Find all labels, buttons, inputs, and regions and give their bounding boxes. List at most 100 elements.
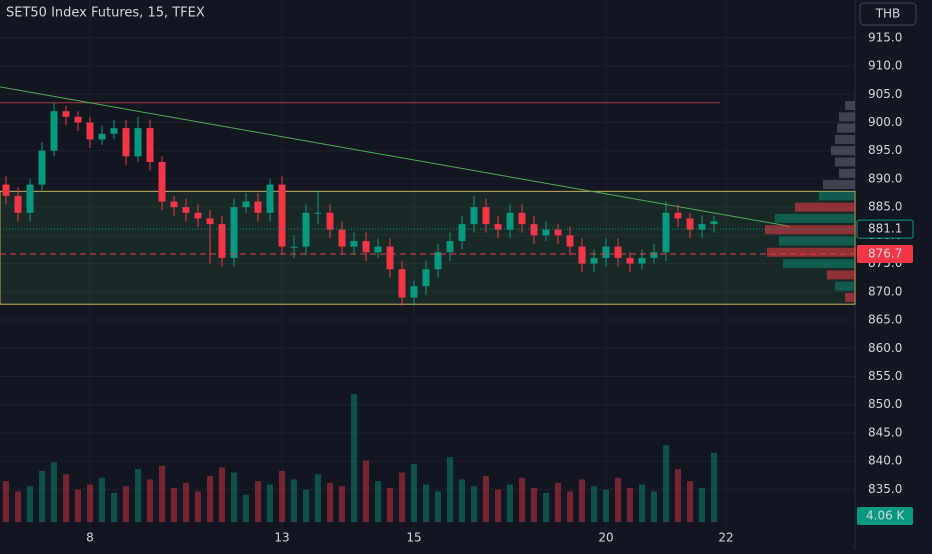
volume-bar [243, 494, 249, 522]
currency[interactable]: THB [875, 7, 901, 21]
volume-bar [111, 493, 117, 522]
candle-body [98, 133, 106, 140]
candle-body [542, 229, 550, 236]
volume-bar [615, 477, 621, 522]
volume-bar [591, 486, 597, 522]
volume-bar [567, 491, 573, 522]
volume-bar [87, 484, 93, 522]
candle-body [662, 212, 670, 253]
volume-bar [27, 486, 33, 522]
candle-body [38, 150, 46, 185]
y-tick-label: 860.0 [868, 341, 902, 355]
volume-bar [147, 479, 153, 522]
volume-bar [459, 479, 465, 522]
volume-bar [639, 484, 645, 522]
candle-body [362, 241, 370, 253]
volume-profile-bar [835, 281, 855, 291]
volume-bar [291, 479, 297, 522]
volume-bar [15, 491, 21, 522]
volume-profile-bar [819, 191, 855, 201]
candle-body [158, 161, 166, 202]
volume-profile-bar [779, 236, 855, 246]
x-tick-label: 13 [274, 531, 289, 545]
volume-bar [75, 489, 81, 522]
volume-profile-bar [767, 247, 855, 257]
marked-price-label: 876.7 [868, 246, 902, 260]
volume-bar [219, 467, 225, 522]
candle-body [290, 246, 298, 248]
y-tick-label: 835.0 [868, 482, 902, 496]
volume-bar [519, 477, 525, 522]
volume-profile-bar [823, 180, 855, 190]
candle-body [278, 184, 286, 247]
volume-bar [267, 484, 273, 522]
volume-bar [663, 445, 669, 522]
candle-body [266, 184, 274, 213]
volume-profile-bar [839, 112, 855, 122]
volume-bar [183, 482, 189, 522]
volume-profile-bar [837, 123, 855, 133]
volume-profile-bar [845, 292, 855, 302]
candle-body [506, 212, 514, 230]
volume-bar [51, 462, 57, 522]
currency-button[interactable] [859, 2, 917, 26]
volume-bar [447, 457, 453, 522]
chart-title: SET50 Index Futures, 15, TFEX [6, 6, 205, 21]
volume-profile-bar [827, 270, 855, 280]
volume-bar [411, 464, 417, 522]
y-tick-label: 910.0 [868, 59, 902, 73]
volume-profile-bar [835, 134, 855, 144]
volume-bar [423, 484, 429, 522]
candle-body [134, 128, 142, 157]
y-tick-label: 865.0 [868, 313, 902, 327]
candle-body [614, 246, 622, 258]
x-tick-label: 22 [718, 531, 733, 545]
volume-profile-bar [775, 213, 855, 223]
candle-body [374, 246, 382, 253]
y-tick-label: 850.0 [868, 397, 902, 411]
marked-price-badge [857, 244, 913, 263]
candle-body [26, 184, 34, 213]
candle-body [350, 241, 358, 247]
volume-bar [651, 491, 657, 522]
candle-body [710, 221, 718, 225]
volume-bar [159, 465, 165, 522]
volume-bar [687, 481, 693, 522]
candle-body [122, 128, 130, 157]
volume-bar [555, 482, 561, 522]
last-price-label: 881.1 [868, 222, 902, 236]
volume-bar [171, 487, 177, 522]
candle-body [482, 207, 490, 225]
range-box [0, 190, 856, 305]
candle-body [2, 184, 10, 196]
volume-bar [3, 481, 9, 522]
candle-body [50, 111, 58, 151]
volume-bar [303, 489, 309, 522]
volume-profile-bar [765, 225, 855, 235]
volume-profile-bar [831, 146, 855, 156]
y-tick-label: 900.0 [868, 115, 902, 129]
candle-body [530, 224, 538, 236]
volume-bar [255, 481, 261, 522]
volume-profile-bar [795, 202, 855, 212]
candle-body [338, 229, 346, 247]
y-tick-label: 890.0 [868, 171, 902, 185]
volume-bar [327, 482, 333, 522]
y-tick-label: 845.0 [868, 425, 902, 439]
y-tick-label: 855.0 [868, 369, 902, 383]
volume-bar [399, 472, 405, 522]
candle-body [434, 252, 442, 270]
volume-profile-bar [783, 259, 855, 269]
candle-body [686, 218, 694, 230]
candle-body [650, 252, 658, 258]
candle-body [302, 212, 310, 247]
candle-body [410, 286, 418, 298]
volume-profile-bar [835, 157, 855, 167]
candle-body [422, 269, 430, 287]
volume-bar [279, 470, 285, 522]
volume-bar [231, 472, 237, 522]
volume-bar [579, 479, 585, 522]
last-price-badge [856, 219, 914, 239]
